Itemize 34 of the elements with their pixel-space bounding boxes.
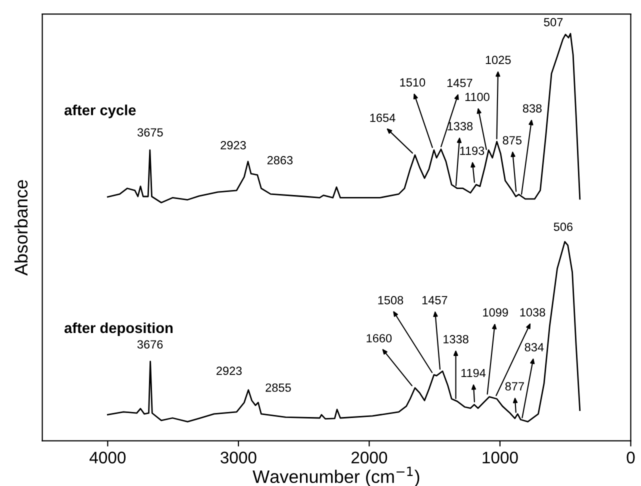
annotation: 1457 (422, 296, 448, 304)
annotation: 1508 (378, 296, 404, 304)
annotation: 1194 (461, 368, 486, 378)
x-tick-label: 3000 (220, 452, 256, 464)
annotation: 877 (505, 382, 524, 391)
x-tick-label: 4000 (90, 452, 126, 464)
annotation: 1457 (447, 78, 472, 88)
annotation: 1338 (444, 335, 468, 344)
annotation: 834 (524, 343, 544, 352)
annotation: 1193 (460, 146, 484, 155)
annotation: 1660 (366, 334, 392, 342)
y-axis-title: Absorbance (14, 180, 28, 276)
annotation: 2863 (267, 156, 293, 164)
annotation: 1510 (400, 78, 426, 87)
annotation: 507 (544, 18, 563, 26)
annotation: 1338 (448, 122, 473, 130)
annotation: 1100 (465, 92, 490, 102)
annotation: 1025 (486, 56, 511, 64)
x-tick-label: 0 (626, 452, 635, 464)
annotation: 506 (554, 222, 573, 231)
annotation: 2923 (220, 141, 246, 150)
annotation: 1099 (483, 308, 508, 317)
annotation: 2855 (266, 383, 291, 392)
annotation: 3676 (137, 340, 163, 349)
annotation: 875 (502, 136, 522, 144)
x-tick-label: 2000 (352, 452, 388, 464)
annotation: 3675 (138, 128, 163, 137)
annotation: 1654 (370, 114, 396, 122)
annotation: 838 (522, 104, 542, 113)
annotation: 1038 (520, 308, 546, 316)
x-tick-label: 1000 (482, 452, 518, 464)
text: after deposition (64, 322, 173, 336)
text: after cycle (64, 104, 136, 118)
annotation: 2923 (216, 366, 242, 376)
